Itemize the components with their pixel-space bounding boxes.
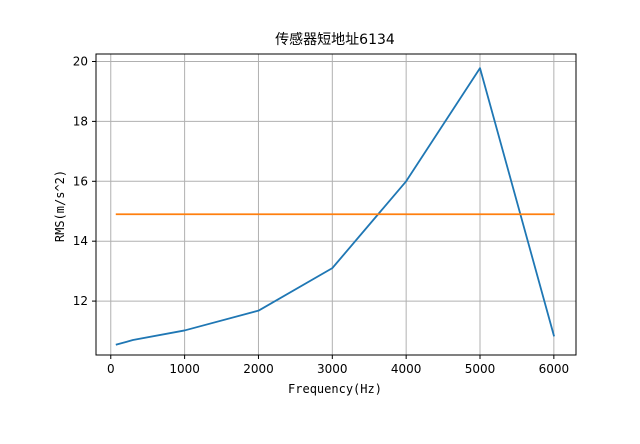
axis-ticks: 0 1000 2000 3000 4000 5000 6000 12 14 16 18 20 (73, 54, 569, 376)
x-tick-label: 0 (107, 362, 115, 376)
x-tick-label: 4000 (391, 362, 422, 376)
y-tick-label: 16 (73, 174, 88, 188)
x-tick-label: 2000 (243, 362, 274, 376)
y-tick-label: 14 (73, 234, 88, 248)
y-axis-label: RMS(m/s^2) (53, 170, 67, 242)
y-tick-label: 18 (73, 114, 88, 128)
series-lines (115, 67, 555, 346)
x-tick-label: 6000 (539, 362, 570, 376)
y-tick-label: 20 (73, 54, 88, 68)
y-tick-label: 12 (73, 294, 88, 308)
grid-lines (96, 54, 576, 355)
chart-title: 传感器短地址6134 (275, 31, 395, 48)
x-tick-label: 1000 (169, 362, 200, 376)
series-line-0 (115, 67, 555, 346)
x-tick-label: 3000 (317, 362, 348, 376)
plot-frame (95, 53, 577, 356)
x-tick-label: 5000 (465, 362, 496, 376)
x-axis-label: Frequency(Hz) (288, 382, 382, 396)
